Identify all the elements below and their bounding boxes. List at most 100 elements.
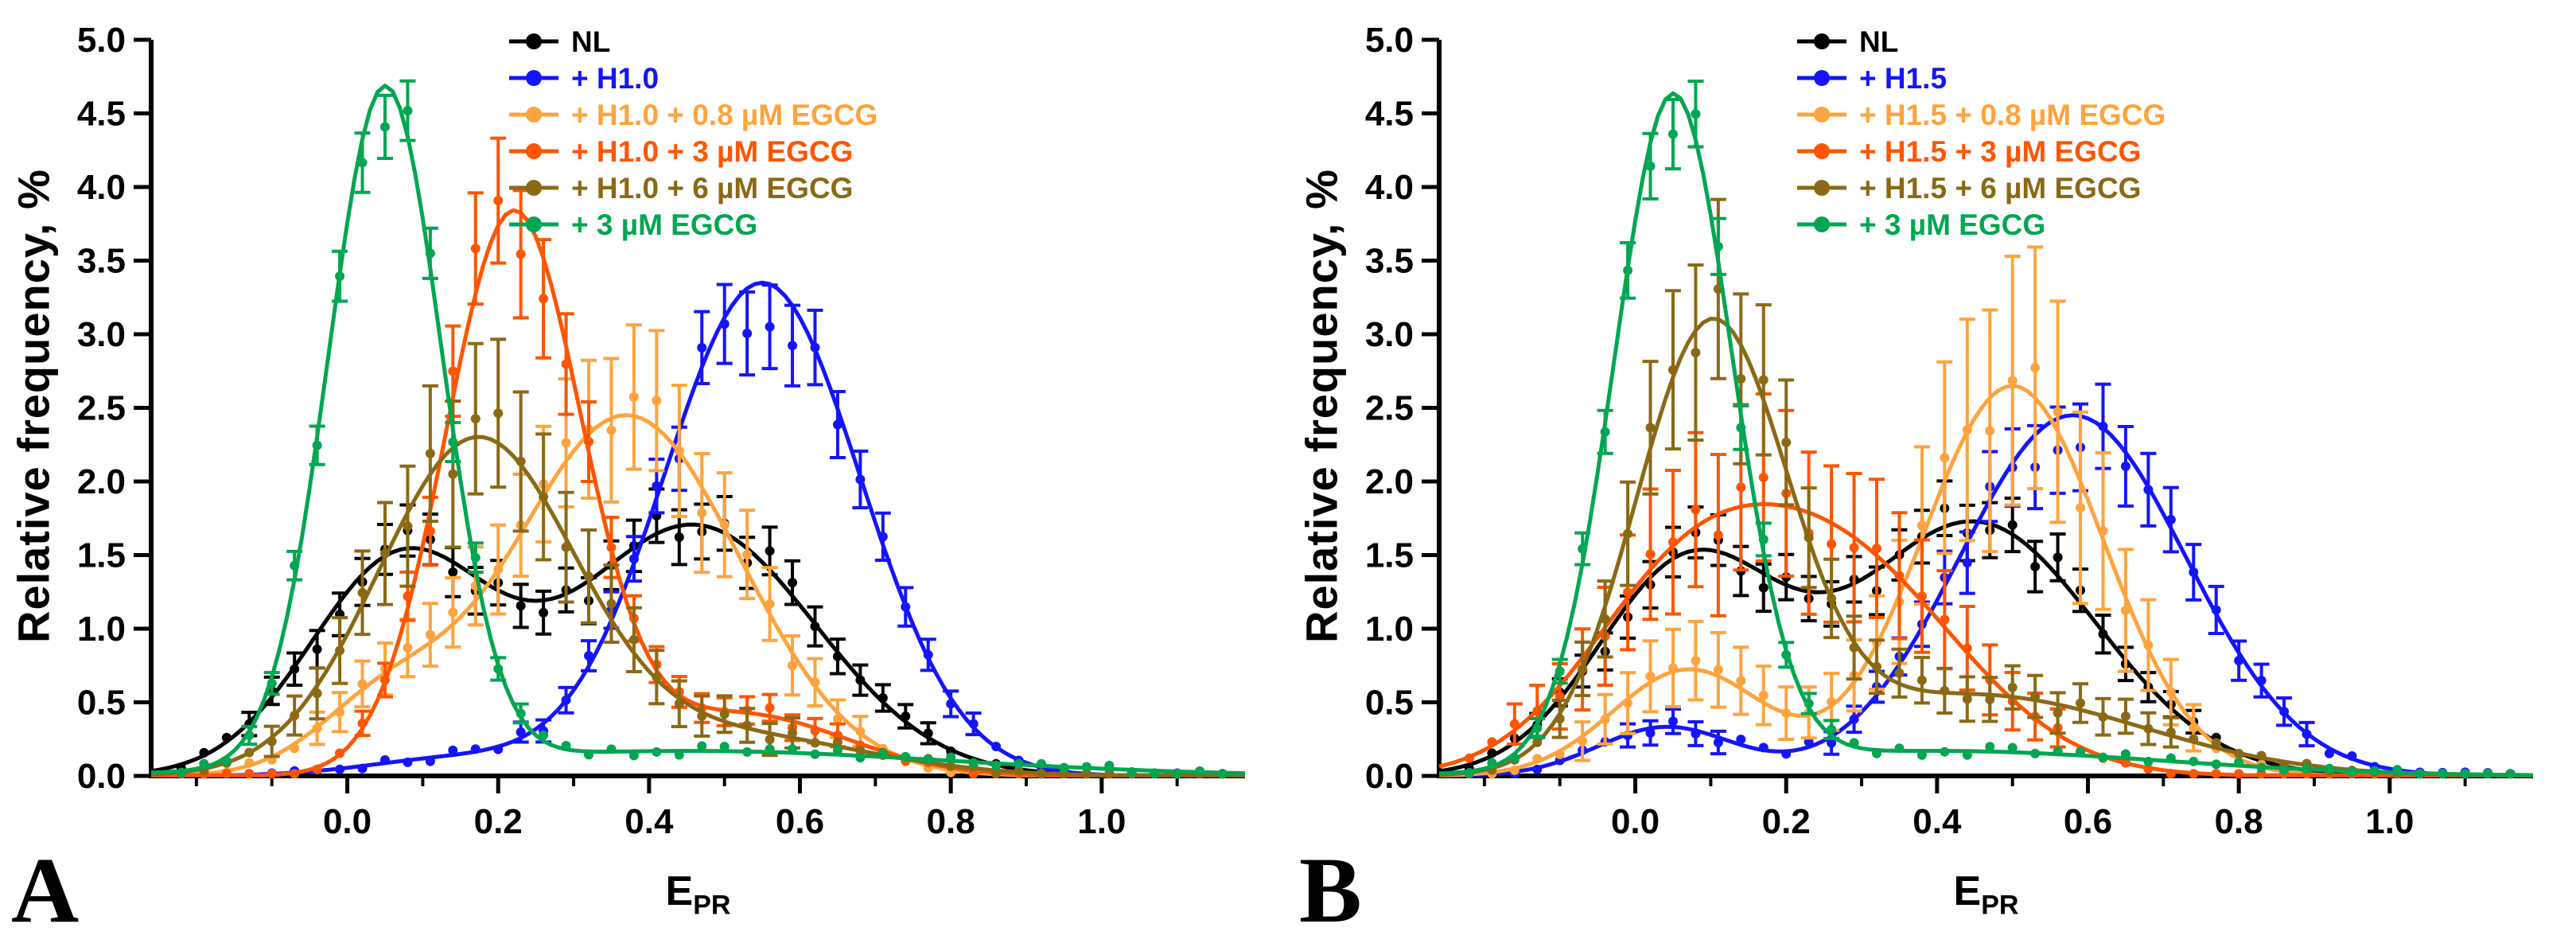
data-point [357, 718, 368, 728]
legend-dot-icon [1814, 70, 1830, 86]
data-point [991, 768, 1002, 778]
y-tick-label: 3.0 [1365, 315, 1414, 354]
data-point [1509, 719, 1520, 729]
data-point [2347, 766, 2357, 777]
data-point [810, 677, 820, 688]
data-point [652, 481, 662, 491]
data-point [1849, 642, 1859, 653]
legend-item-h1.0-3-m-egcg: + H1.0 + 3 µM EGCG [509, 135, 853, 168]
data-point [901, 711, 911, 722]
data-point [742, 746, 753, 757]
data-point [855, 474, 866, 485]
data-point [1014, 758, 1024, 769]
data-point [2165, 727, 2176, 738]
legend-label: + H1.5 + 6 µM EGCG [1859, 172, 2141, 205]
legend-label: + H1.5 [1859, 62, 1947, 95]
data-point [901, 751, 911, 762]
legend: NL + H1.0 + H1.0 + 0.8 µM EGCG + H1.0 + 3 µ… [509, 25, 877, 241]
data-point [539, 294, 549, 304]
data-point [1487, 737, 1497, 747]
data-point [1036, 758, 1046, 769]
data-point [561, 695, 571, 705]
data-point [1872, 544, 1881, 554]
data-point [2030, 692, 2041, 702]
data-point [968, 769, 979, 779]
data-point [1940, 746, 1950, 757]
y-tick-label: 3.0 [77, 315, 126, 354]
legend-item-3-m-egcg: + 3 µM EGCG [509, 209, 757, 241]
data-point [2234, 748, 2244, 758]
data-point [628, 750, 639, 761]
data-point [788, 341, 798, 351]
data-point [1872, 748, 1881, 758]
y-axis-title: Relative frequency, % [1296, 169, 1347, 643]
data-point [1667, 716, 1678, 727]
data-point [561, 542, 571, 552]
x-tick-label: 0.6 [776, 802, 824, 841]
data-point [1713, 530, 1723, 540]
data-point [1578, 544, 1588, 554]
data-point [1758, 375, 1769, 385]
x-tick-label: 0.4 [625, 802, 674, 841]
data-point [810, 738, 820, 748]
data-point [403, 591, 413, 602]
x-axis-title: EPR [151, 867, 1245, 921]
data-point [855, 746, 866, 756]
data-point [470, 414, 481, 424]
data-point [606, 425, 617, 435]
data-point [2120, 461, 2130, 471]
data-point [1781, 708, 1792, 719]
data-point [2030, 561, 2041, 571]
data-point [1758, 472, 1769, 482]
data-point [2007, 742, 2018, 753]
data-point [539, 730, 549, 740]
data-point [1059, 762, 1069, 773]
data-point [335, 707, 345, 717]
data-point [357, 587, 368, 598]
data-point [2120, 711, 2130, 721]
legend-label: + H1.5 + 0.8 µM EGCG [1859, 99, 2165, 131]
data-point [1894, 668, 1905, 678]
legend-dot-icon [1814, 143, 1830, 159]
data-point [2007, 682, 2018, 692]
legend-item-nl: NL [509, 25, 610, 58]
x-tick-label: 0.2 [474, 802, 523, 841]
data-point [1985, 742, 1995, 752]
data-point [2256, 750, 2267, 761]
data-point [1487, 748, 1497, 758]
data-point [2189, 769, 2199, 779]
data-point [1555, 666, 1565, 676]
data-point [312, 764, 322, 774]
data-point [335, 748, 345, 758]
data-point [697, 342, 707, 353]
data-point [290, 769, 300, 779]
data-point [674, 532, 684, 542]
data-point [1081, 762, 1091, 772]
data-point [561, 741, 571, 751]
data-point [516, 727, 526, 737]
x-tick-label: 0.6 [2064, 802, 2112, 841]
data-point [1849, 714, 1859, 724]
data-point [1464, 768, 1474, 778]
data-point [2053, 407, 2063, 417]
data-point [674, 446, 684, 456]
data-point [1645, 671, 1656, 681]
data-point [1532, 706, 1543, 716]
data-point [2007, 376, 2018, 386]
data-point [606, 744, 617, 754]
data-point [448, 437, 458, 447]
legend-dot-icon [526, 33, 542, 49]
data-point [1150, 768, 1160, 778]
data-point [1894, 743, 1905, 754]
legend-item-h1.5-0.8-m-egcg: + H1.5 + 0.8 µM EGCG [1797, 99, 2165, 131]
data-point [199, 758, 209, 769]
data-point [561, 359, 571, 369]
data-point [584, 750, 593, 760]
data-point [312, 440, 322, 450]
series-h1.5-6-m-egcg [1438, 197, 2533, 779]
x-tick-label: 0.4 [1913, 802, 1962, 841]
data-point [290, 560, 300, 571]
legend-dot-icon [526, 70, 542, 86]
legend-label: + H1.5 + 3 µM EGCG [1859, 135, 2141, 168]
data-point [1781, 437, 1792, 447]
